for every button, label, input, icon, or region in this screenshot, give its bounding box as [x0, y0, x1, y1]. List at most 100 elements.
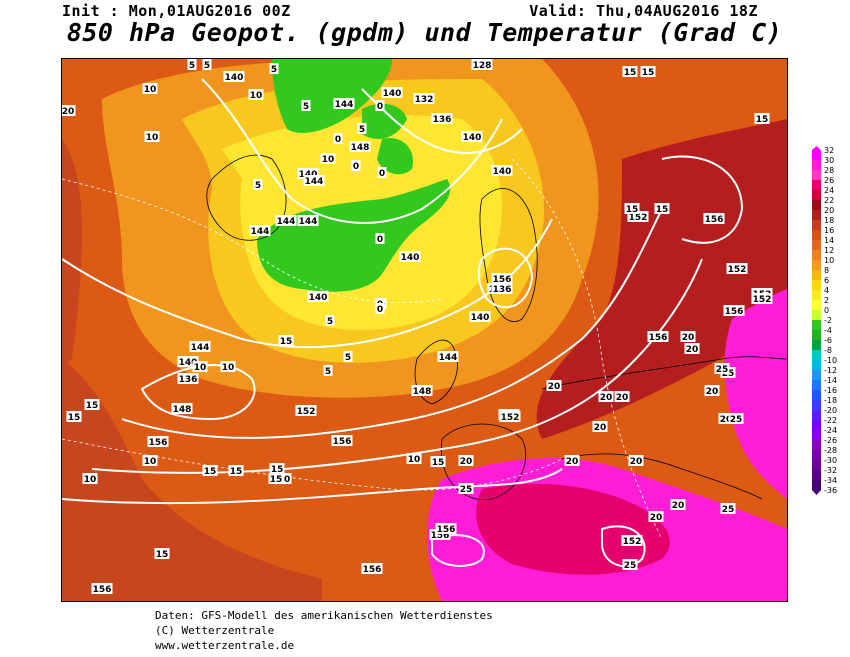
temperature-label: 25	[714, 363, 730, 375]
geopotential-label: 152	[627, 211, 649, 223]
temperature-label-box	[375, 303, 385, 314]
geopotential-label-text: 132	[415, 95, 434, 105]
geopotential-label-box	[469, 311, 491, 322]
geopotential-label: 140	[461, 131, 483, 143]
colorbar-tick-label: -36	[824, 486, 837, 495]
geopotential-label-text: 140	[401, 253, 420, 263]
temperature-label-text: 20	[616, 393, 629, 403]
temperature-label: 5	[269, 63, 279, 75]
temperature-label-text: 10	[322, 155, 335, 165]
geopotential-label-box	[647, 331, 669, 342]
geopotential-label-text: 156	[725, 307, 744, 317]
colorbar-swatch	[812, 350, 821, 360]
geopotential-label: 156	[491, 273, 513, 285]
colorbar-tick-label: 20	[824, 206, 834, 215]
temperature-label-text: 25	[624, 561, 637, 571]
temperature-label: 25	[728, 413, 744, 425]
geopotential-label: 136	[491, 283, 513, 295]
temperature-label-box	[144, 131, 160, 142]
temperature-label-box	[592, 421, 608, 432]
temperature-label-box	[628, 455, 644, 466]
temperature-label-text: 25	[460, 485, 473, 495]
geopotential-label-text: 140	[179, 358, 198, 368]
temperature-label: 5	[323, 365, 333, 377]
geopotential-label-box	[147, 436, 169, 447]
temperature-label-box	[648, 511, 664, 522]
temperature-label: 15	[228, 465, 244, 477]
temperature-label-box	[66, 411, 82, 422]
colorbar-swatch	[812, 280, 821, 290]
geopotential-label-box	[303, 175, 325, 186]
footer-website[interactable]: www.wetterzentrale.de	[155, 639, 295, 652]
temperature-label-text: 10	[250, 91, 263, 101]
geopotential-label-box	[726, 263, 748, 274]
colorbar-swatch	[812, 470, 821, 480]
geopotential-label-box	[703, 213, 725, 224]
colorbar-swatch	[812, 310, 821, 320]
colorbar-tick-label: 10	[824, 256, 834, 265]
temperature-label-text: 10	[146, 133, 159, 143]
colorbar-tick-label: 14	[824, 236, 834, 245]
geopotential-label-text: 152	[629, 213, 648, 223]
colorbar-swatch	[812, 160, 821, 170]
geopotential-label: 132	[413, 93, 435, 105]
temperature-label: 20	[648, 511, 664, 523]
temperature-label-text: 20	[682, 333, 695, 343]
colorbar-tick-label: -8	[824, 346, 832, 355]
geopotential-label-text: 128	[473, 61, 492, 71]
colorbar-tick-label: -20	[824, 406, 837, 415]
coast-mediterranean	[561, 453, 763, 500]
temp-field-green-island	[362, 103, 407, 139]
temperature-label-box	[82, 473, 98, 484]
temp-field-green-north	[272, 59, 392, 134]
temperature-isotherms	[62, 158, 663, 540]
temperature-label-box	[220, 361, 236, 372]
temperature-label-text: 20	[594, 423, 607, 433]
temperature-label-box	[333, 133, 343, 144]
geopotential-label-box	[471, 59, 493, 70]
geopotential-label-text: 152	[501, 413, 520, 423]
temperature-label-text: 15	[68, 413, 81, 423]
geopotential-label-box	[491, 283, 513, 294]
temperature-label-box	[228, 465, 244, 476]
geopotential-label-box	[91, 583, 113, 594]
colorbar-tick-label: -4	[824, 326, 832, 335]
temperature-label: 15	[278, 335, 294, 347]
colorbar-tick-label: 0	[824, 306, 829, 315]
geopotential-label: 152	[621, 535, 643, 547]
geopotential-label-text: 136	[179, 375, 198, 385]
geopotential-label-text: 144	[335, 100, 354, 110]
temperature-label-text: 15	[86, 401, 99, 411]
temperature-label-box	[269, 63, 279, 74]
colorbar-swatch	[812, 480, 821, 490]
temperature-label-box	[640, 66, 656, 77]
temperature-label-text: 15	[626, 205, 639, 215]
temperature-label: 0	[375, 233, 385, 245]
colorbar-tick-label: -34	[824, 476, 837, 485]
geopotential-label: 136	[431, 113, 453, 125]
temperature-label-box	[680, 331, 696, 342]
colorbar-swatch	[812, 300, 821, 310]
geopotential-label: 152	[726, 263, 748, 275]
colorbar-swatch	[812, 440, 821, 450]
geopotential-label-text: 152	[753, 295, 772, 305]
geopotential-label-text: 156	[93, 585, 112, 595]
temperature-label-box	[142, 83, 158, 94]
geopotential-label-box	[411, 385, 433, 396]
temperature-label-text: 15	[756, 115, 769, 125]
temperature-label-text: 15	[270, 475, 283, 485]
temp-field-west-edge	[62, 139, 82, 369]
geopotential-label: 152	[751, 293, 773, 305]
geopotential-label-text: 140	[471, 313, 490, 323]
geopotential-label-text: 144	[305, 177, 324, 187]
temperature-label-text: 15	[204, 467, 217, 477]
geopotential-label: 156	[91, 583, 113, 595]
geopotential-label-box	[437, 351, 459, 362]
temp-field-hot-core	[476, 483, 670, 575]
temperature-label-box	[269, 463, 285, 474]
geopotential-label-box	[627, 211, 649, 222]
colorbar-swatch	[812, 400, 821, 410]
temperature-label-box	[684, 343, 700, 354]
temperature-label-text: 20	[460, 457, 473, 467]
temperature-label-text: 15	[656, 205, 669, 215]
